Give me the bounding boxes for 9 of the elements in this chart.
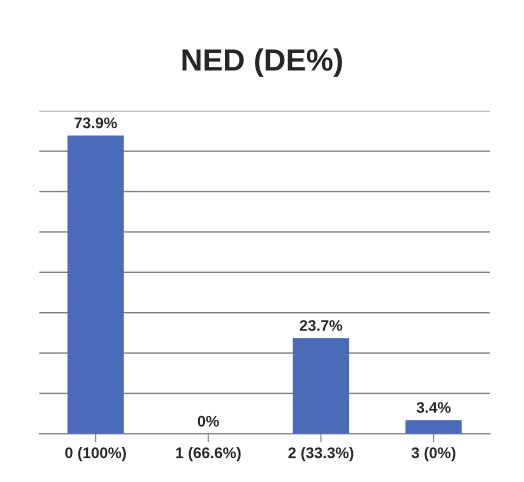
x-tick-label: 2 (33.3%) — [288, 446, 354, 462]
chart-title: NED (DE%) — [182, 48, 342, 77]
data-label: 23.7% — [300, 320, 342, 331]
data-label: 0% — [198, 416, 219, 427]
x-tick-label: 0 (100%) — [65, 446, 126, 462]
data-label: 3.4% — [416, 402, 451, 413]
x-tick-label: 3 (0%) — [411, 446, 456, 462]
data-label: 73.9% — [74, 117, 117, 128]
x-tick-label: 1 (66.6%) — [176, 446, 241, 462]
